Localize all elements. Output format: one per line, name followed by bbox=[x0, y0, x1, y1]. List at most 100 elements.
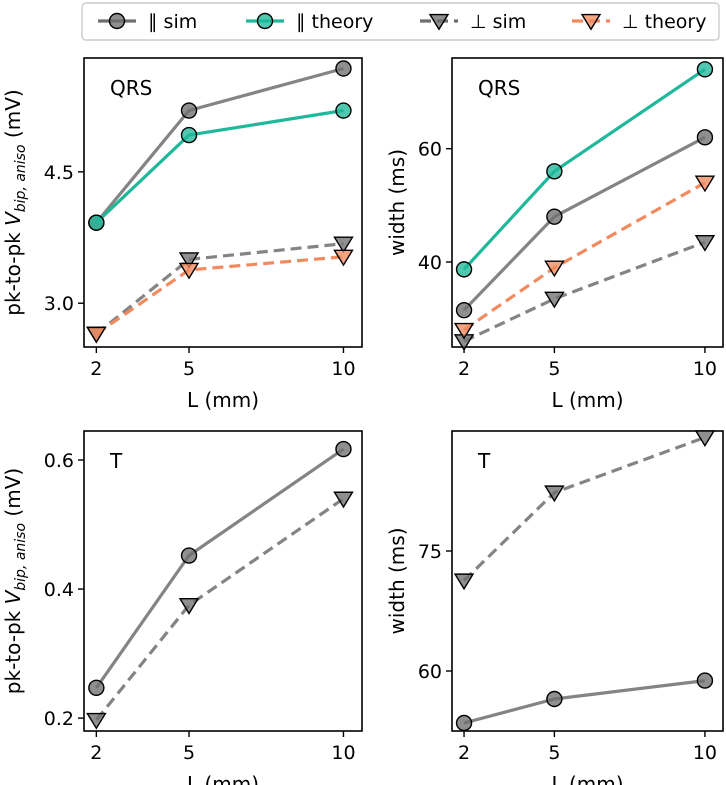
x-axis-label: L (mm) bbox=[187, 388, 259, 412]
y-label-variable: V bbox=[1, 211, 25, 226]
legend-label-par-theory: ∥ theory bbox=[296, 11, 373, 33]
series-par-sim bbox=[455, 129, 714, 319]
data-point-par-sim bbox=[335, 440, 352, 458]
legend-frame bbox=[81, 2, 720, 41]
series-par-sim bbox=[455, 672, 714, 732]
x-tick-label: 5 bbox=[183, 742, 195, 764]
legend-item-par-theory: ∥ theory bbox=[246, 11, 373, 33]
x-tick-label: 2 bbox=[458, 742, 470, 764]
y-label-prefix: pk-to-pk bbox=[1, 604, 25, 694]
data-point-par-theory bbox=[335, 102, 352, 119]
data-point-perp-sim bbox=[333, 491, 354, 509]
panel-label: QRS bbox=[478, 76, 520, 100]
legend-item-par-sim: ∥ sim bbox=[98, 11, 197, 33]
y-label-prefix: pk-to-pk bbox=[1, 226, 25, 316]
data-point-par-sim bbox=[455, 301, 473, 319]
data-point-perp-theory bbox=[178, 262, 200, 280]
x-tick-label: 2 bbox=[90, 358, 102, 380]
plot-frame bbox=[451, 430, 724, 732]
series-perp-sim bbox=[453, 430, 716, 591]
data-point-par-sim bbox=[696, 672, 714, 689]
data-point-perp-sim bbox=[333, 236, 354, 254]
data-point-perp-theory bbox=[694, 175, 716, 193]
legend-label-perp-sim: ⊥ sim bbox=[470, 11, 526, 33]
data-point-par-theory bbox=[88, 214, 105, 231]
plot-frame bbox=[83, 430, 363, 732]
panel-label: T bbox=[109, 449, 123, 473]
y-axis-label: width (ms) bbox=[385, 528, 409, 635]
series-par-sim bbox=[88, 440, 352, 696]
x-axis-label: L (mm) bbox=[551, 772, 623, 785]
data-point-par-sim bbox=[455, 714, 473, 732]
series-perp-theory bbox=[453, 175, 716, 340]
x-tick-label: 10 bbox=[693, 358, 717, 380]
plot-frame bbox=[83, 57, 363, 348]
legend-marker-perp-theory bbox=[580, 13, 602, 31]
series-perp-sim bbox=[453, 234, 716, 351]
series-line-par-theory bbox=[95, 108, 344, 224]
legend-label-perp-theory: ⊥ theory bbox=[622, 11, 706, 33]
y-tick-label: 0.4 bbox=[44, 579, 74, 601]
series-line-par-sim bbox=[95, 447, 345, 689]
data-point-par-sim bbox=[546, 690, 563, 708]
data-point-perp-sim bbox=[694, 234, 716, 252]
x-tick-label: 2 bbox=[458, 358, 470, 380]
legend-marker-par-sim bbox=[108, 12, 126, 30]
data-point-perp-sim bbox=[178, 252, 200, 270]
y-tick-label: 0.2 bbox=[44, 708, 74, 730]
series-line-perp-sim bbox=[462, 435, 706, 582]
data-point-perp-sim bbox=[86, 712, 107, 730]
legend-label-par-sim: ∥ sim bbox=[148, 11, 197, 33]
series-perp-sim bbox=[86, 236, 354, 344]
x-tick-label: 10 bbox=[331, 742, 355, 764]
x-tick-label: 2 bbox=[90, 742, 102, 764]
data-point-par-sim bbox=[180, 102, 198, 119]
x-axis-label: L (mm) bbox=[187, 772, 259, 785]
data-point-par-theory bbox=[180, 126, 198, 144]
panel-label: T bbox=[477, 449, 491, 473]
data-point-par-theory bbox=[455, 261, 473, 278]
y-axis-label: pk-to-pk Vbip, aniso (mV) bbox=[1, 468, 29, 694]
legend-item-perp-sim: ⊥ sim bbox=[420, 11, 526, 33]
data-point-perp-sim bbox=[694, 430, 716, 448]
series-line-perp-sim bbox=[463, 240, 706, 343]
y-label-suffix: (mV) bbox=[1, 468, 25, 523]
y-label-suffix: (mV) bbox=[1, 89, 25, 144]
series-line-perp-sim bbox=[95, 497, 345, 722]
series-line-par-sim bbox=[463, 679, 706, 725]
data-point-perp-theory bbox=[86, 326, 107, 344]
y-tick-label: 60 bbox=[418, 139, 442, 161]
data-point-par-sim bbox=[180, 547, 198, 564]
legend-marker-par-theory bbox=[256, 12, 274, 30]
x-tick-label: 5 bbox=[548, 742, 560, 764]
series-perp-sim bbox=[86, 491, 354, 730]
legend: ∥ sim ∥ theory ⊥ sim ⊥ theory bbox=[81, 2, 720, 41]
series-line-perp-theory bbox=[95, 255, 344, 336]
y-label-subscript: bip, aniso bbox=[13, 144, 29, 212]
x-tick-label: 10 bbox=[331, 358, 355, 380]
legend-item-perp-theory: ⊥ theory bbox=[572, 11, 706, 33]
data-point-perp-sim bbox=[178, 598, 200, 615]
data-point-perp-theory bbox=[453, 322, 475, 340]
y-axis-label: width (ms) bbox=[385, 149, 409, 256]
data-point-par-theory bbox=[696, 61, 714, 78]
series-line-par-sim bbox=[462, 135, 706, 312]
x-tick-label: 10 bbox=[693, 742, 717, 764]
x-axis-label: L (mm) bbox=[551, 388, 623, 412]
data-point-perp-theory bbox=[544, 260, 565, 278]
y-tick-label: 60 bbox=[418, 661, 442, 683]
panel-t-amplitude: T 2 5 10 0.2 0.4 0.6 L (mm) pk-to-pk Vbip, aniso… bbox=[1, 430, 363, 785]
panel-qrs-amplitude: QRS 2 5 10 3.0 4.5 L (mm) pk-to-pk Vbip, aniso … bbox=[1, 57, 363, 412]
y-tick-label: 75 bbox=[418, 541, 442, 563]
data-point-par-theory bbox=[546, 163, 563, 180]
y-label-subscript: bip, aniso bbox=[13, 523, 29, 591]
data-point-par-sim bbox=[546, 208, 563, 225]
series-par-theory bbox=[455, 61, 714, 278]
data-point-perp-sim bbox=[544, 485, 565, 503]
data-point-perp-theory bbox=[333, 249, 354, 267]
y-tick-label: 3.0 bbox=[44, 293, 74, 315]
y-tick-label: 0.6 bbox=[44, 450, 74, 472]
data-point-perp-sim bbox=[544, 291, 565, 309]
data-point-par-sim bbox=[88, 679, 105, 696]
